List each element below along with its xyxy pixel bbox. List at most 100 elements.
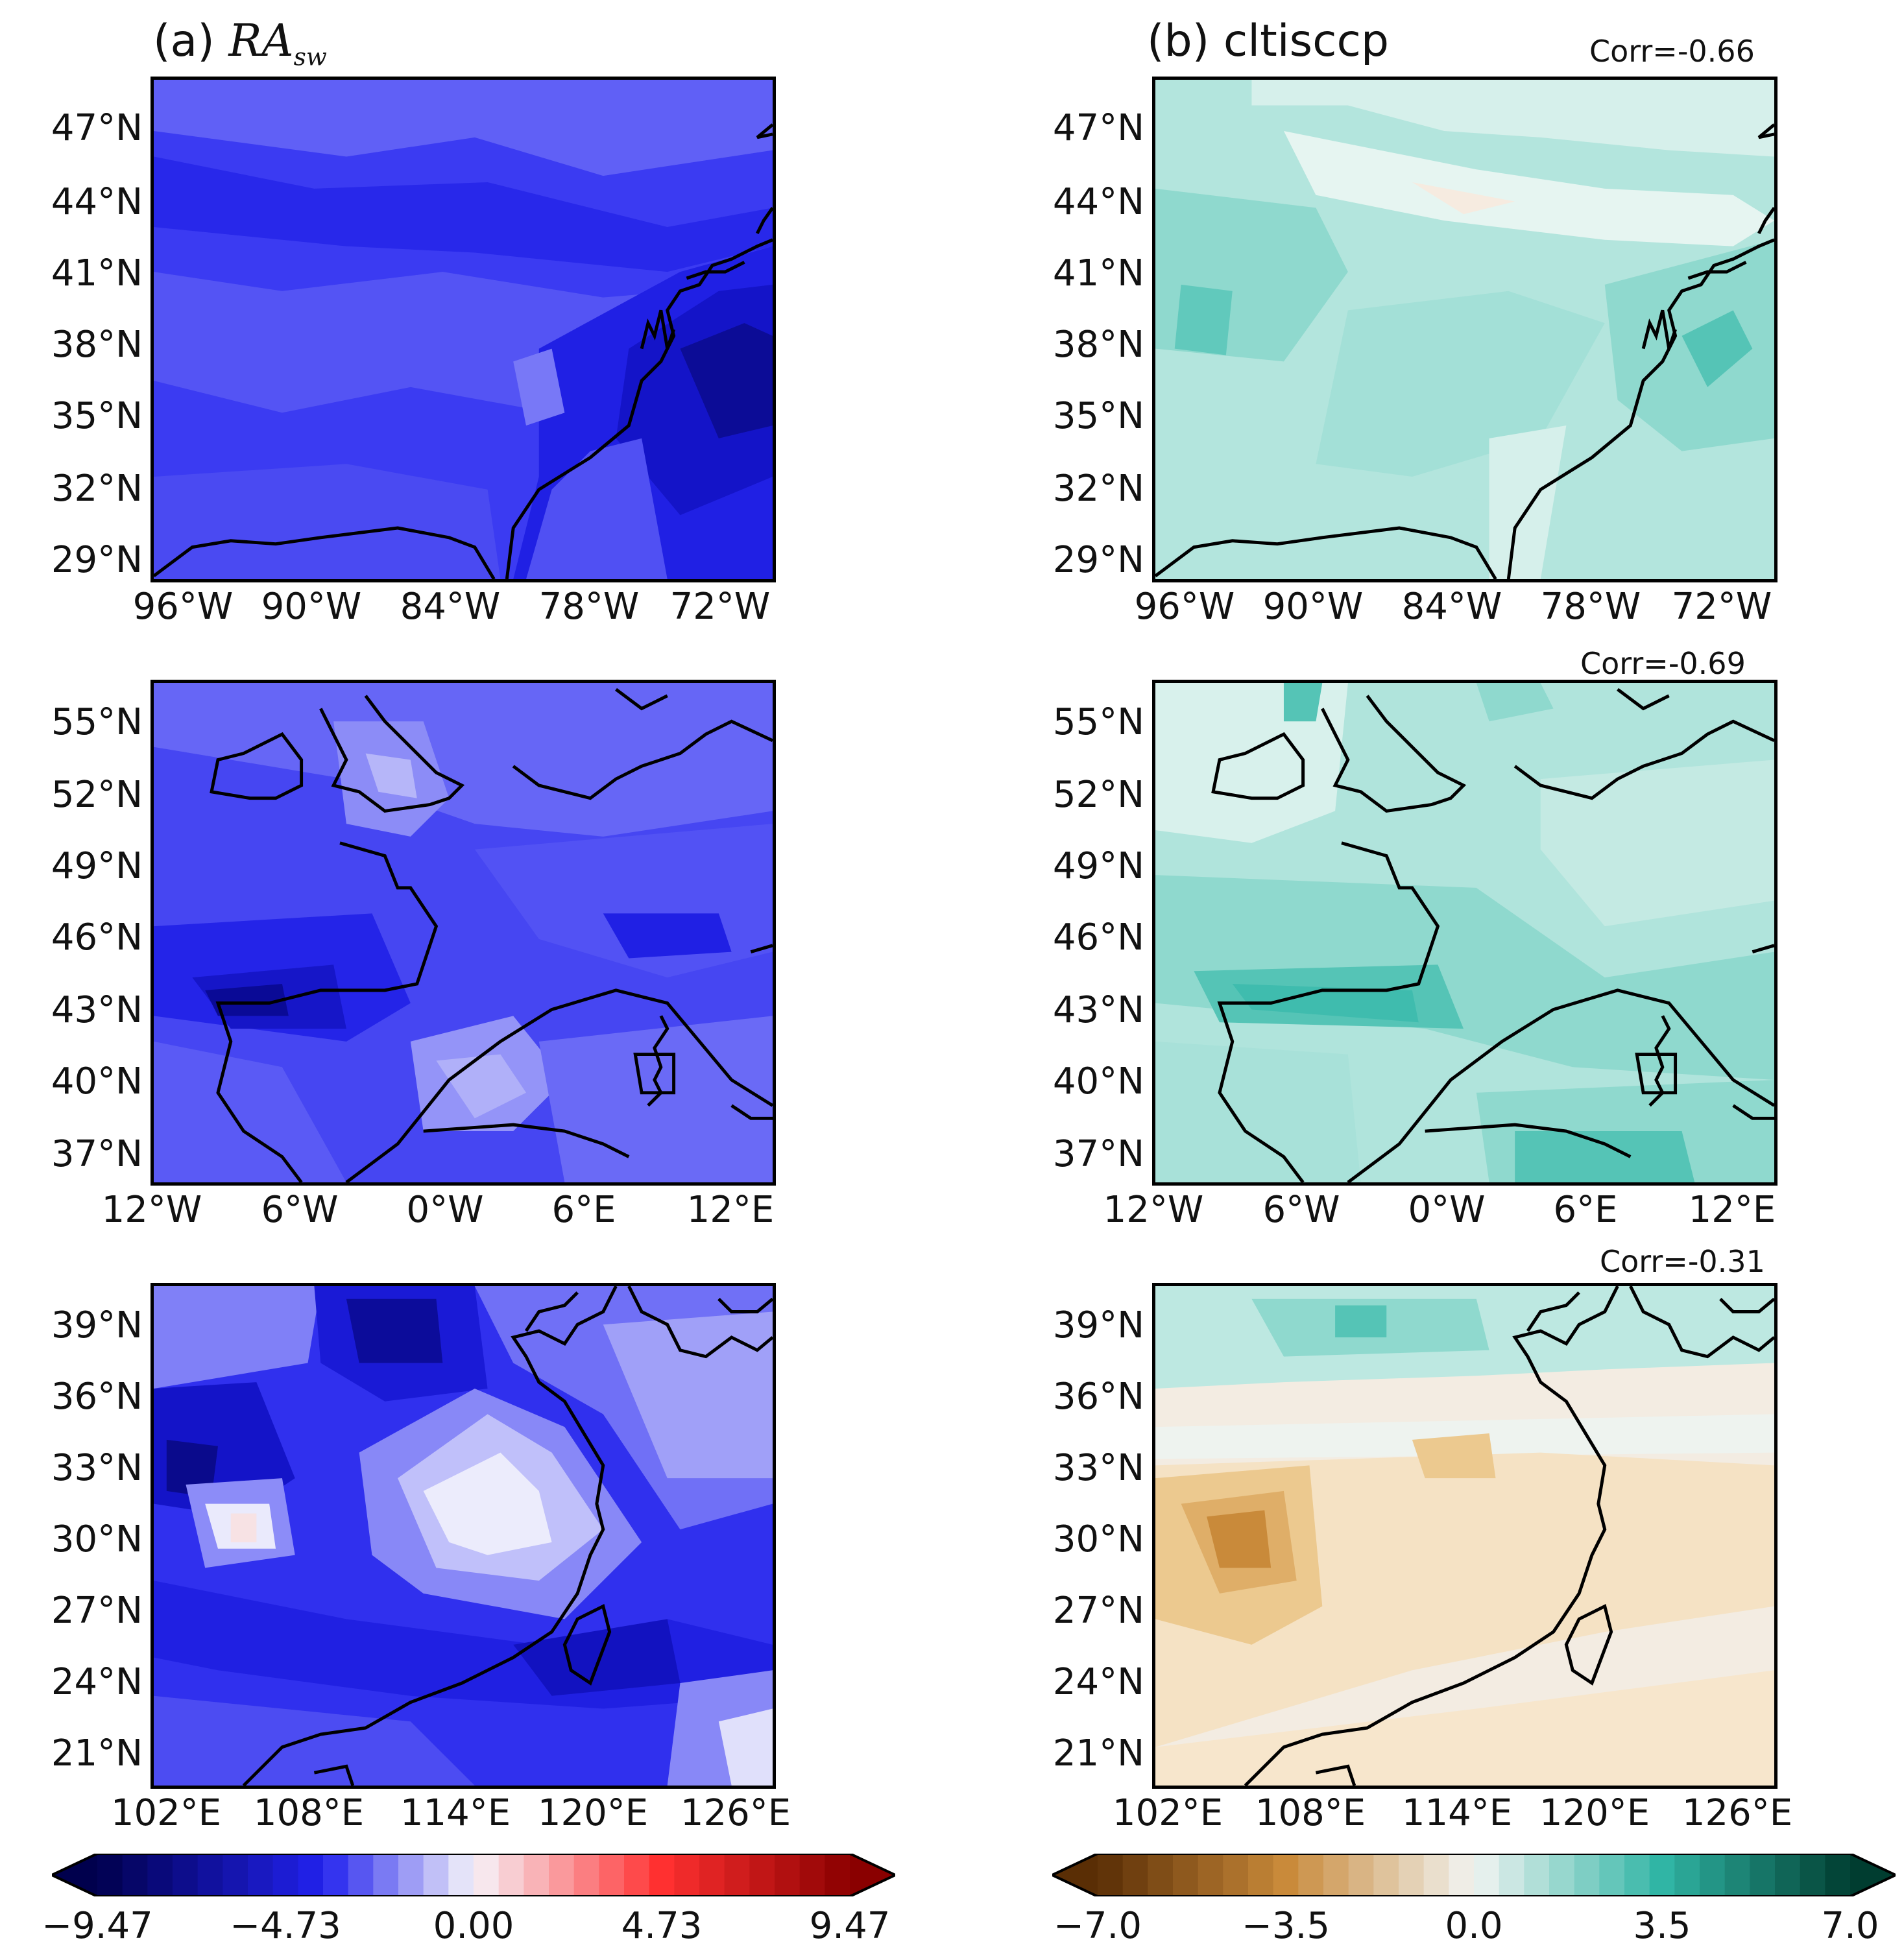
colorbar-extend-high — [850, 1854, 895, 1896]
coastline-a2 — [210, 687, 773, 1182]
colorbar-swatch — [398, 1854, 424, 1896]
lon-tick-label: 0°W — [1408, 1189, 1486, 1231]
map-a-east-asia — [151, 1283, 776, 1789]
colorbar-tick-label: −9.47 — [42, 1905, 153, 1947]
lon-tick-label: 0°W — [406, 1189, 484, 1231]
colorbar-swatch — [1724, 1854, 1750, 1896]
colorbar-swatch — [1574, 1854, 1600, 1896]
colorbar-swatch — [549, 1854, 575, 1896]
variable-name: RA — [228, 16, 294, 67]
lon-tick-label: 72°W — [669, 586, 771, 628]
correlation-label-2: Corr=-0.69 — [1580, 646, 1746, 681]
lat-tick-label: 43°N — [1052, 989, 1144, 1031]
lon-tick-label: 78°W — [1540, 586, 1641, 628]
lat-tick-label: 37°N — [51, 1133, 143, 1175]
lon-tick-label: 108°E — [1255, 1792, 1366, 1834]
lat-tick-label: 38°N — [51, 324, 143, 366]
variable-symbol-ra-sw: RAsw — [228, 16, 327, 69]
colorbar-swatch — [1674, 1854, 1700, 1896]
map-b-europe — [1152, 680, 1777, 1186]
colorbar-tick-label: 3.5 — [1633, 1905, 1691, 1947]
colorbar-tick-label: 0.00 — [433, 1905, 514, 1947]
colorbar-swatch — [825, 1854, 850, 1896]
map-b3-field — [1155, 1286, 1774, 1786]
lon-tick-label: 108°E — [253, 1792, 365, 1834]
colorbar-swatch — [1524, 1854, 1550, 1896]
colorbar-swatch — [1750, 1854, 1776, 1896]
coastline-b2 — [1211, 687, 1774, 1182]
map-b-north-america — [1152, 77, 1777, 582]
lon-tick-label: 126°E — [1681, 1792, 1793, 1834]
lat-tick-label: 21°N — [51, 1732, 143, 1775]
correlation-label-1: Corr=-0.66 — [1589, 34, 1755, 69]
lon-tick-label: 120°E — [1539, 1792, 1650, 1834]
colorbar-swatch — [1173, 1854, 1199, 1896]
colorbar-swatch — [1098, 1854, 1124, 1896]
map-a1-field — [154, 80, 773, 579]
lat-tick-label: 29°N — [1052, 539, 1144, 581]
coastline-a1 — [154, 123, 773, 579]
colorbar-swatch — [599, 1854, 625, 1896]
lat-tick-label: 52°N — [51, 774, 143, 816]
colorbar-swatch — [1298, 1854, 1324, 1896]
lat-tick-label: 35°N — [1052, 395, 1144, 437]
lon-tick-label: 90°W — [261, 586, 362, 628]
lon-tick-label: 102°E — [1112, 1792, 1223, 1834]
lat-tick-label: 47°N — [51, 107, 143, 149]
colorbar-swatch — [749, 1854, 775, 1896]
coastline-a3 — [242, 1286, 773, 1786]
colorbar-swatch — [498, 1854, 524, 1896]
colorbar-extend-low — [52, 1854, 97, 1896]
map-a3-field — [154, 1286, 773, 1786]
colorbar-swatch — [1549, 1854, 1575, 1896]
colorbar-swatch — [1474, 1854, 1500, 1896]
colorbar-tick-label: −7.0 — [1054, 1905, 1142, 1947]
lat-tick-label: 41°N — [51, 252, 143, 294]
colorbar-swatch — [1649, 1854, 1675, 1896]
colorbar-swatch — [323, 1854, 349, 1896]
colorbar-swatch — [147, 1854, 173, 1896]
colorbar-swatch — [524, 1854, 549, 1896]
colorbar-swatch — [348, 1854, 374, 1896]
lat-tick-label: 32°N — [1052, 468, 1144, 510]
lat-tick-label: 30°N — [51, 1518, 143, 1560]
lon-tick-label: 114°E — [1401, 1792, 1513, 1834]
colorbar-swatch — [122, 1854, 148, 1896]
map-b1-field — [1155, 80, 1774, 579]
panel-label-a: (a) — [153, 16, 215, 67]
lat-tick-label: 21°N — [1052, 1732, 1144, 1775]
lat-tick-label: 47°N — [1052, 107, 1144, 149]
lon-tick-label: 114°E — [400, 1792, 511, 1834]
coastline-b1 — [1155, 123, 1774, 579]
panel-title-b: (b) cltisccp — [1147, 16, 1390, 67]
lat-tick-label: 27°N — [51, 1590, 143, 1632]
colorbar-swatch — [1825, 1854, 1851, 1896]
lon-tick-label: 6°W — [261, 1189, 339, 1231]
lat-tick-label: 41°N — [1052, 252, 1144, 294]
colorbar-swatch — [1223, 1854, 1249, 1896]
lat-tick-label: 40°N — [51, 1060, 143, 1103]
colorbar-swatch — [1248, 1854, 1274, 1896]
colorbar-swatch — [474, 1854, 500, 1896]
colorbar-swatch — [272, 1854, 298, 1896]
lon-tick-label: 126°E — [680, 1792, 791, 1834]
lon-tick-label: 6°W — [1262, 1189, 1340, 1231]
lon-tick-label: 12°W — [1103, 1189, 1204, 1231]
lat-tick-label: 55°N — [51, 701, 143, 743]
colorbar-swatch — [1198, 1854, 1223, 1896]
colorbar-swatch — [573, 1854, 599, 1896]
lat-tick-label: 39°N — [51, 1304, 143, 1346]
map-a-europe — [151, 680, 776, 1186]
lat-tick-label: 55°N — [1052, 701, 1144, 743]
lat-tick-label: 44°N — [1052, 181, 1144, 223]
colorbar-swatch — [1148, 1854, 1174, 1896]
colorbar-swatch — [1449, 1854, 1475, 1896]
lat-tick-label: 40°N — [1052, 1060, 1144, 1103]
colorbar-b-ramp — [1052, 1854, 1896, 1896]
colorbar-swatch — [1273, 1854, 1299, 1896]
colorbar-swatch — [197, 1854, 223, 1896]
colorbar-swatch — [1775, 1854, 1801, 1896]
map-b2-field — [1155, 683, 1774, 1182]
lat-tick-label: 46°N — [51, 916, 143, 959]
lat-tick-label: 24°N — [51, 1661, 143, 1703]
